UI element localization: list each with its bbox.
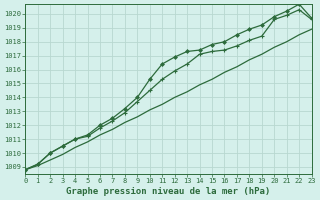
X-axis label: Graphe pression niveau de la mer (hPa): Graphe pression niveau de la mer (hPa) bbox=[66, 187, 271, 196]
